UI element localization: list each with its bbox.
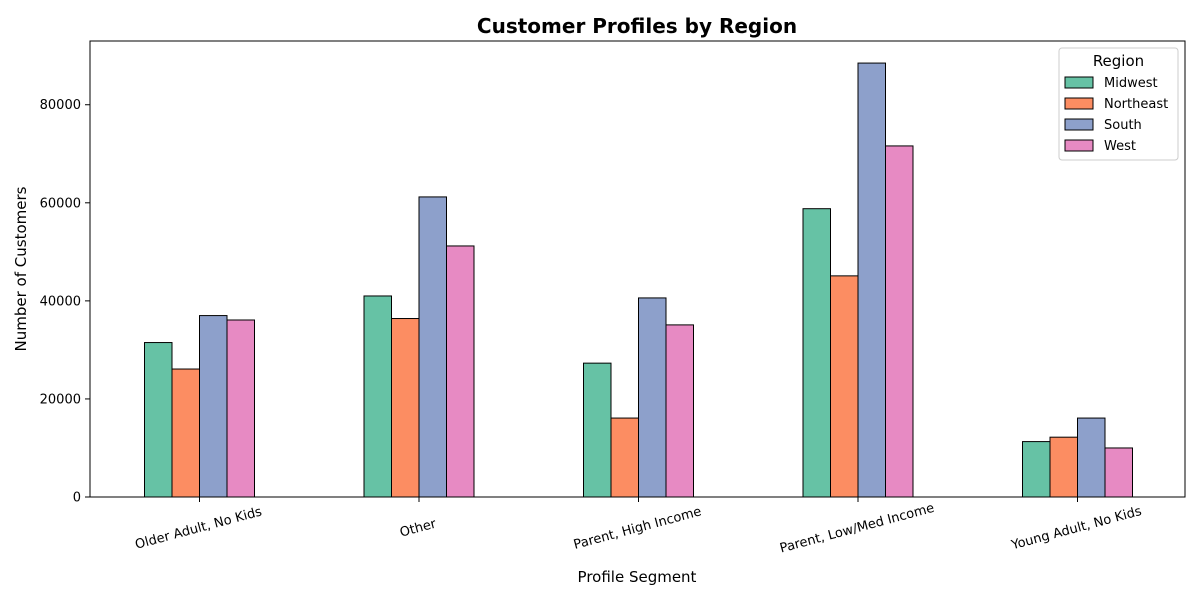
y-axis: 0 20000 40000 60000 80000	[40, 98, 90, 506]
bar-west-2	[446, 245, 475, 498]
legend-swatch-northeast	[1064, 97, 1094, 110]
bar-northeast-1	[171, 368, 200, 498]
bar-west-5	[1104, 447, 1133, 498]
bar-south-2	[418, 196, 447, 498]
bar-west-4	[885, 145, 914, 498]
chart-title: Customer Profiles by Region	[477, 14, 797, 38]
x-tick-label: Older Adult, No Kids	[134, 504, 264, 552]
y-tick-label: 60000	[40, 196, 81, 211]
bar-northeast-3	[610, 417, 639, 498]
bar-northeast-4	[830, 275, 859, 498]
x-tick-label: Other	[398, 516, 438, 540]
bar-midwest-4	[802, 208, 831, 498]
x-tick-label: Parent, Low/Med Income	[778, 501, 936, 557]
bar-midwest-2	[363, 295, 392, 498]
legend-frame	[1058, 47, 1179, 161]
x-tick-label: Parent, High Income	[572, 504, 703, 553]
bar-northeast-2	[391, 318, 420, 498]
bar-south-5	[1077, 417, 1106, 498]
bar-south-3	[638, 297, 667, 498]
plot-frame	[89, 40, 1186, 498]
bars-group	[144, 62, 1133, 498]
y-axis-label: Number of Customers	[12, 186, 30, 351]
legend-label-west: West	[1104, 139, 1136, 154]
legend-label-midwest: Midwest	[1104, 76, 1158, 91]
x-tick-label: Young Adult, No Kids	[1009, 504, 1144, 554]
y-tick-label: 80000	[40, 98, 81, 113]
bar-midwest-5	[1022, 441, 1051, 498]
bar-midwest-3	[583, 362, 612, 498]
y-tick-label: 0	[73, 491, 81, 506]
bar-midwest-1	[144, 342, 173, 498]
bar-west-1	[226, 319, 255, 498]
bar-south-1	[199, 315, 228, 498]
legend-label-northeast: Northeast	[1104, 97, 1168, 112]
legend-swatch-midwest	[1064, 76, 1094, 89]
legend-swatch-south	[1064, 118, 1094, 131]
bar-northeast-5	[1049, 436, 1078, 498]
bar-west-3	[665, 324, 694, 498]
y-tick-label: 40000	[40, 294, 81, 309]
bar-south-4	[857, 62, 886, 498]
legend-label-south: South	[1104, 118, 1142, 133]
legend: Region Midwest Northeast South West	[1058, 47, 1179, 161]
x-axis: Older Adult, No Kids Other Parent, High In…	[134, 497, 1144, 556]
x-axis-label: Profile Segment	[578, 568, 697, 586]
y-tick-label: 20000	[40, 392, 81, 407]
legend-title: Region	[1093, 52, 1144, 70]
legend-swatch-west	[1064, 139, 1094, 152]
